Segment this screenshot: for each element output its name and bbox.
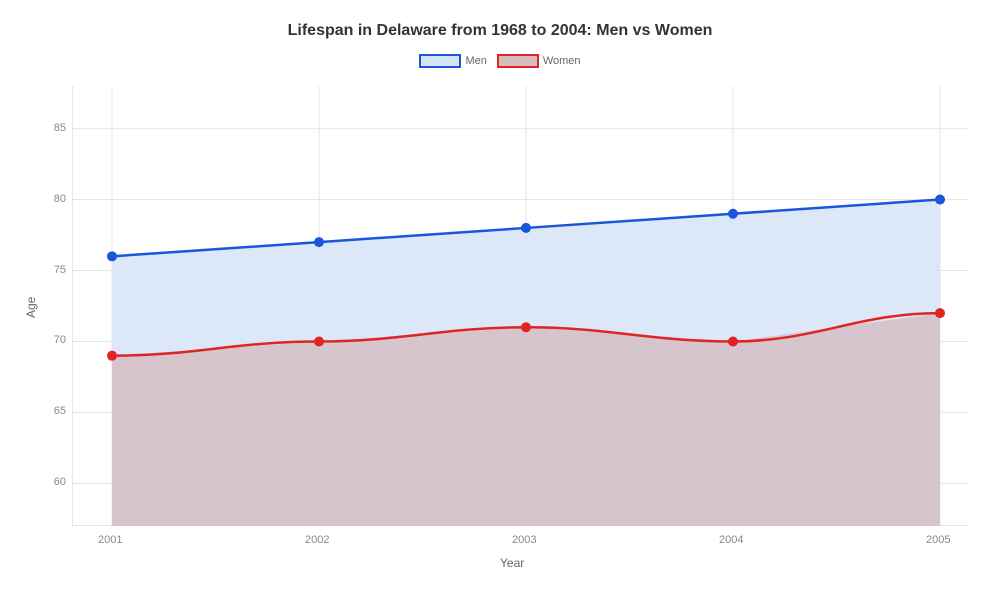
x-axis-label: Year [500, 556, 524, 570]
x-tick-label: 2004 [719, 534, 743, 546]
x-tick-label: 2005 [926, 534, 950, 546]
y-tick-label: 80 [54, 193, 66, 205]
x-tick-label: 2002 [305, 534, 329, 546]
legend: Men Women [0, 54, 1000, 68]
legend-item-women: Women [497, 54, 581, 68]
chart-container: Lifespan in Delaware from 1968 to 2004: … [0, 0, 1000, 600]
legend-swatch-men [419, 54, 461, 68]
plot-area [72, 86, 968, 526]
y-tick-label: 85 [54, 122, 66, 134]
y-axis-label: Age [24, 297, 38, 318]
y-tick-label: 75 [54, 264, 66, 276]
legend-item-men: Men [419, 54, 486, 68]
legend-swatch-women [497, 54, 539, 68]
y-tick-label: 65 [54, 405, 66, 417]
chart-title: Lifespan in Delaware from 1968 to 2004: … [0, 0, 1000, 40]
x-tick-label: 2001 [98, 534, 122, 546]
y-tick-label: 60 [54, 476, 66, 488]
x-tick-label: 2003 [512, 534, 536, 546]
legend-label-men: Men [465, 55, 486, 67]
chart-svg [72, 86, 968, 526]
legend-label-women: Women [543, 55, 581, 67]
y-tick-label: 70 [54, 334, 66, 346]
